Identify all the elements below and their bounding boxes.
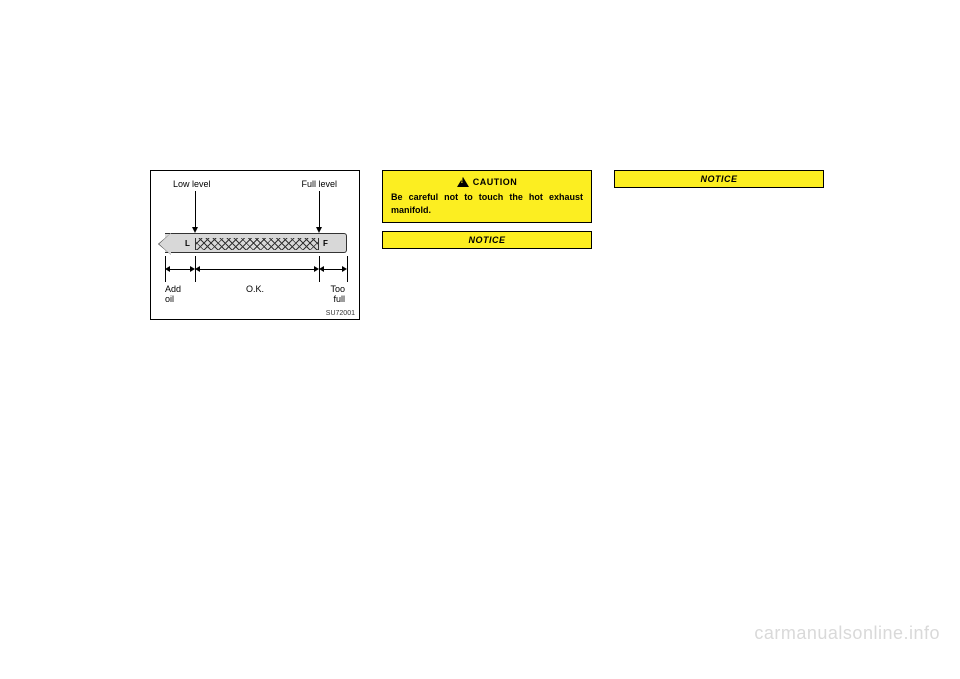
caution-text: Be careful not to touch the hot exhaust … [391, 191, 583, 216]
label-low-level: Low level [173, 179, 211, 189]
page-content: Low level Full level L F [150, 170, 820, 510]
range-tick [347, 256, 348, 282]
range-line [199, 269, 315, 270]
dipstick-letter-f: F [323, 239, 328, 248]
label-full-level: Full level [301, 179, 337, 189]
caution-header-text: CAUTION [473, 177, 518, 187]
notice-box-2: NOTICE [614, 170, 824, 188]
dipstick-hatch-zone [195, 238, 319, 250]
dipstick-letter-l: L [185, 239, 190, 248]
arrow-left-icon [319, 266, 324, 272]
label-too-full: Too full [330, 284, 345, 304]
label-ok: O.K. [246, 284, 264, 294]
column-2: CAUTION Be careful not to touch the hot … [382, 170, 592, 510]
notice-label: NOTICE [468, 235, 505, 245]
range-line [323, 269, 343, 270]
column-1: Low level Full level L F [150, 170, 360, 510]
column-3: NOTICE [614, 170, 824, 510]
dipstick-body: L F [165, 233, 347, 253]
arrow-left-icon [165, 266, 170, 272]
arrow-right-icon [342, 266, 347, 272]
label-add-oil: Add oil [165, 284, 181, 304]
warning-triangle-icon [457, 177, 469, 187]
caution-header: CAUTION [391, 177, 583, 187]
dipstick-figure: Low level Full level L F [150, 170, 360, 320]
figure-code: SU72001 [326, 310, 355, 317]
notice-box-1: NOTICE [382, 231, 592, 249]
watermark: carmanualsonline.info [754, 623, 940, 644]
notice-label: NOTICE [700, 174, 737, 184]
arrow-stem-full [319, 191, 320, 229]
arrow-left-icon [195, 266, 200, 272]
dipstick-tip [159, 233, 171, 255]
range-line [169, 269, 191, 270]
arrow-stem-low [195, 191, 196, 229]
caution-box: CAUTION Be careful not to touch the hot … [382, 170, 592, 223]
